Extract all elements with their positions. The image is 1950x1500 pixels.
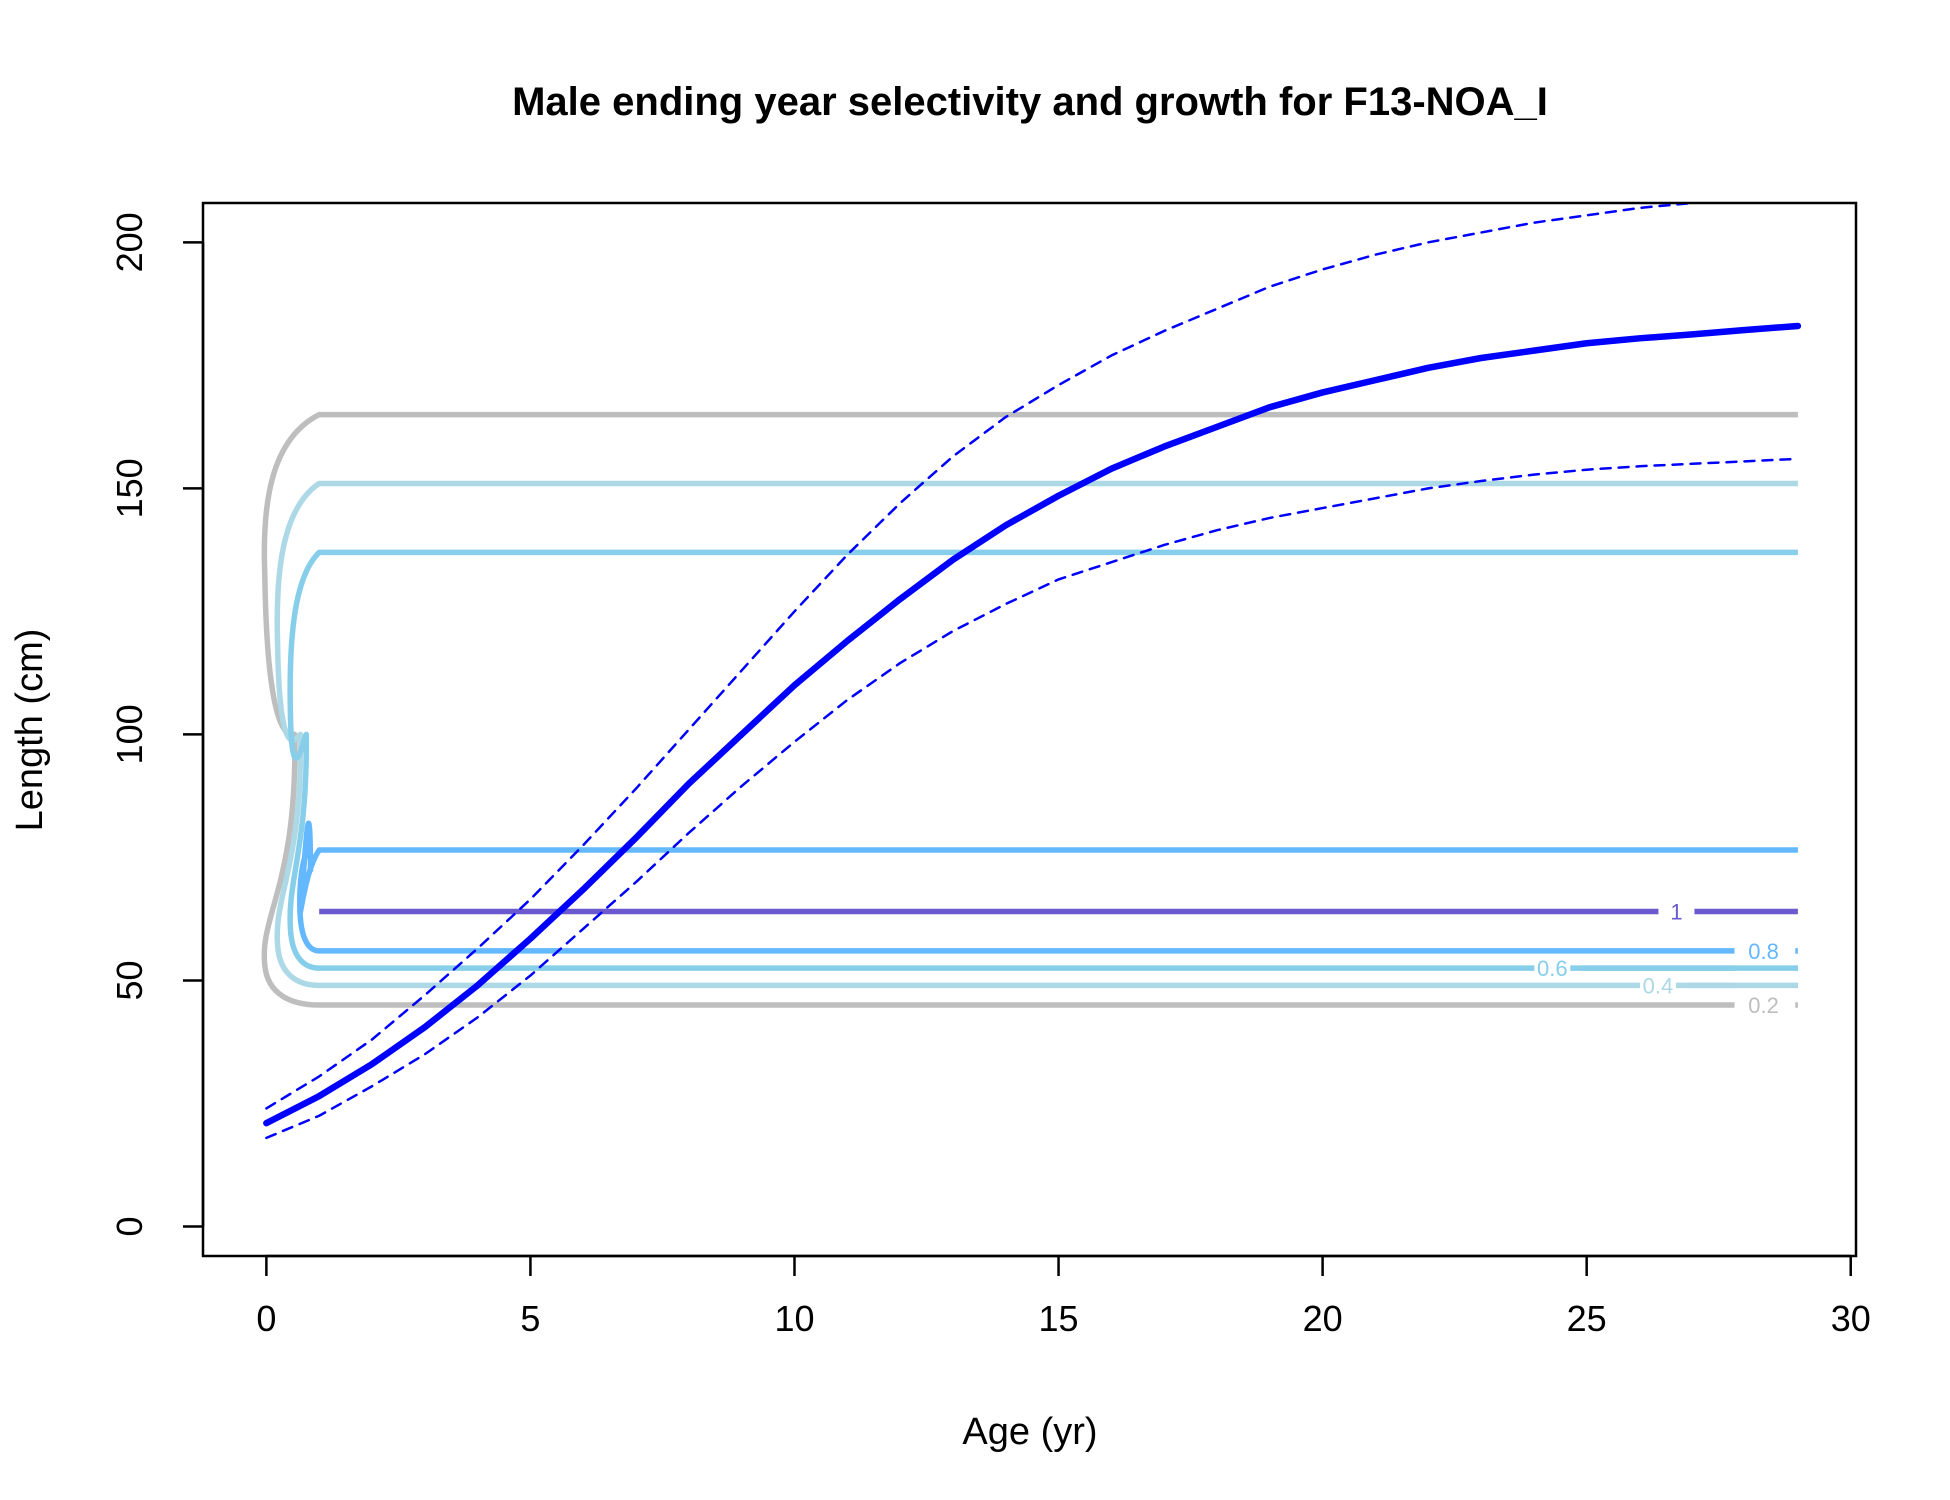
x-tick-label: 30 — [1831, 1298, 1871, 1339]
contour-line — [287, 549, 1798, 971]
x-tick-label: 25 — [1567, 1298, 1607, 1339]
contour-label-bg — [1534, 954, 1571, 983]
contour-label-bg — [1639, 971, 1676, 1000]
contour-line — [297, 820, 1798, 954]
contour-line — [261, 411, 1798, 1008]
contour-label: 1 — [1670, 900, 1682, 925]
contour-label: 0.6 — [1537, 956, 1568, 981]
y-tick-label: 200 — [109, 212, 150, 272]
y-tick-label: 0 — [109, 1216, 150, 1236]
growth-series-upper — [265, 204, 1696, 1110]
x-tick-label: 10 — [774, 1298, 814, 1339]
y-tick-label: 150 — [109, 458, 150, 518]
contour-label: 0.4 — [1643, 973, 1674, 998]
contour-label: 0.2 — [1748, 993, 1779, 1018]
contour-label-bg — [1658, 897, 1695, 926]
growth-series-mean — [263, 322, 1802, 1127]
y-axis: 0 50 100 150 200 — [109, 212, 205, 1236]
contour-label: 0.8 — [1748, 939, 1779, 964]
x-tick-label: 0 — [256, 1298, 276, 1339]
x-tick-label: 20 — [1303, 1298, 1343, 1339]
plot-frame — [201, 201, 1858, 1258]
x-axis: 0 5 10 15 20 25 30 — [256, 1254, 1871, 1339]
x-tick-label: 5 — [520, 1298, 540, 1339]
y-tick-label: 100 — [109, 704, 150, 764]
y-axis-label: Length (cm) — [9, 629, 51, 832]
x-tick-label: 15 — [1039, 1298, 1079, 1339]
selectivity-contours: 0.2 0.4 0.6 0.8 1 — [261, 411, 1798, 1020]
contour-line — [274, 480, 1798, 989]
contour-label-bg — [1745, 991, 1782, 1020]
x-axis-label: Age (yr) — [962, 1411, 1097, 1453]
growth-curves — [263, 204, 1802, 1140]
contour-label-bg — [1745, 936, 1782, 965]
growth-series-lower — [265, 457, 1800, 1140]
y-tick-label: 50 — [109, 960, 150, 1000]
chart-title: Male ending year selectivity and growth … — [512, 80, 1548, 124]
